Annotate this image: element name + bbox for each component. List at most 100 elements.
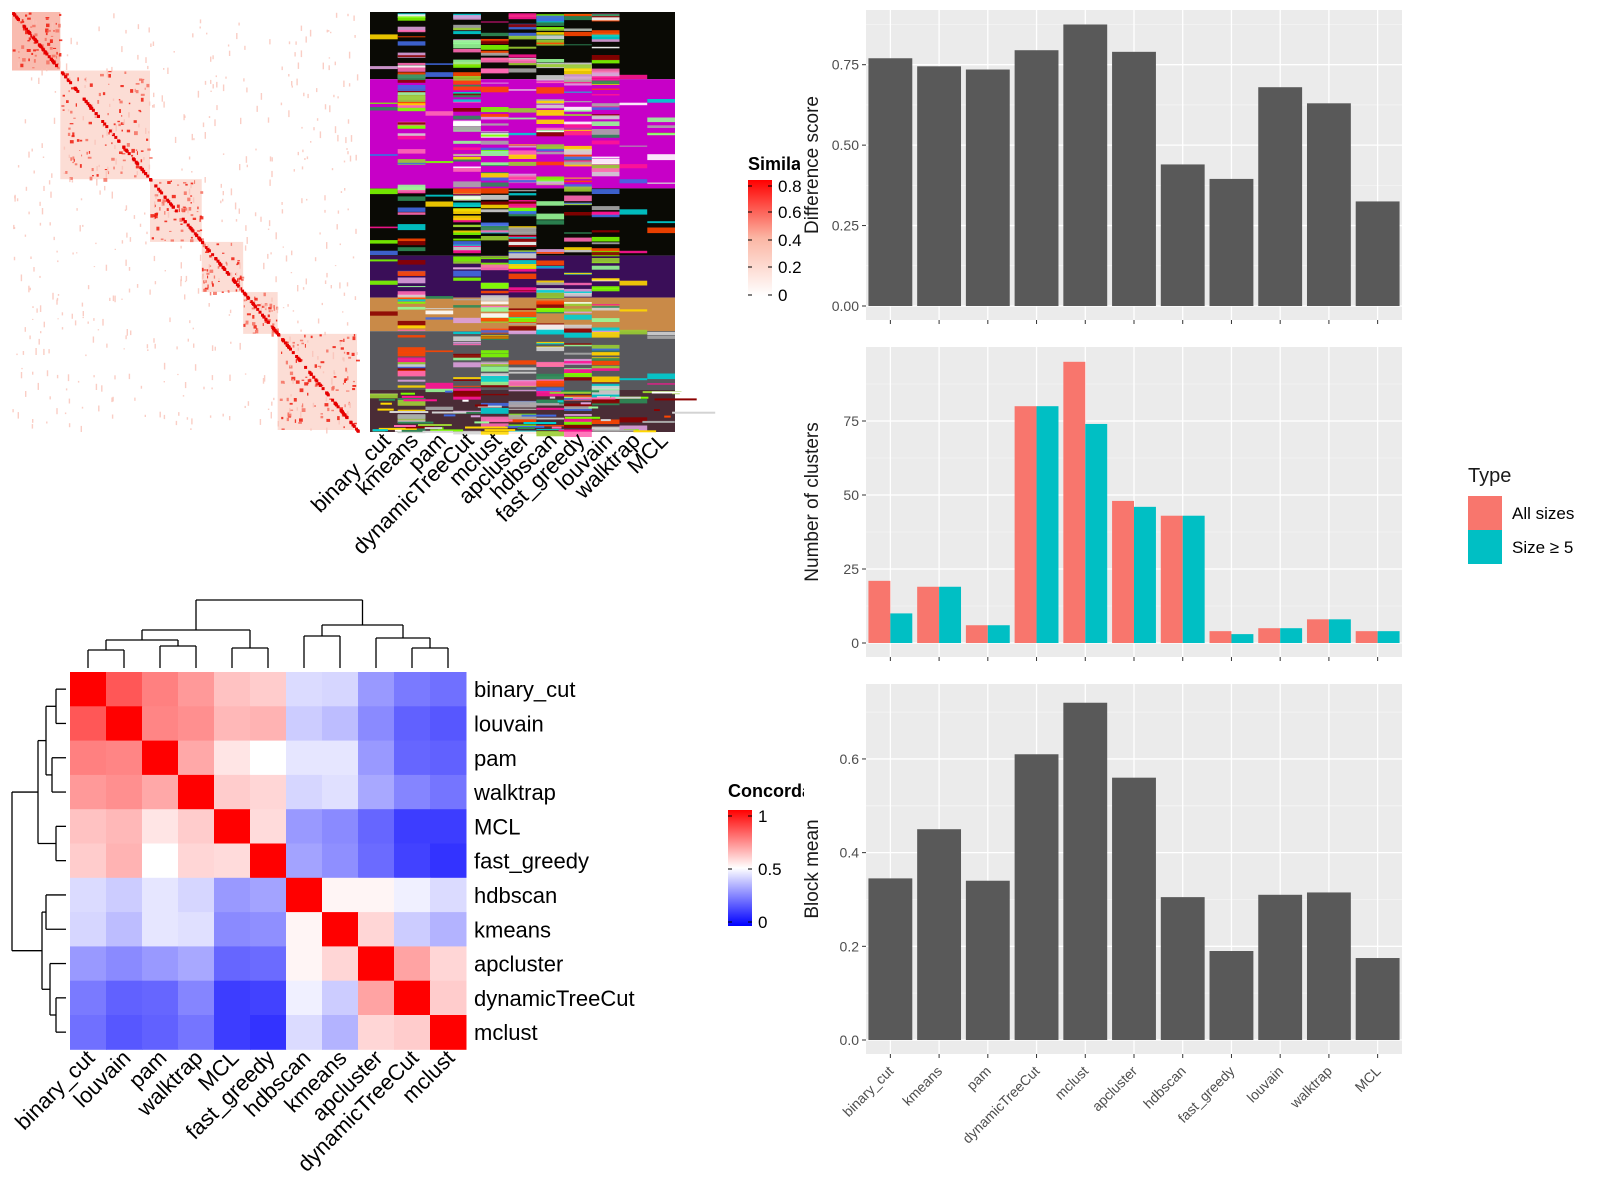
y-tick-label: 0.0 bbox=[840, 1032, 860, 1048]
concordance-cell bbox=[178, 740, 215, 776]
bar-size5 bbox=[1134, 506, 1156, 643]
concordance-cell bbox=[178, 774, 215, 810]
concordance-cell bbox=[70, 946, 107, 982]
concordance-cell bbox=[178, 877, 215, 913]
bar bbox=[1014, 50, 1059, 306]
concordance-row-label: dynamicTreeCut bbox=[474, 986, 635, 1011]
bar-size5 bbox=[1231, 634, 1254, 643]
concordance-cell bbox=[70, 809, 107, 844]
concordance-row-label: fast_greedy bbox=[474, 849, 589, 874]
concordance-cell bbox=[70, 740, 107, 776]
concordance-cell bbox=[430, 740, 467, 776]
bar-all-sizes bbox=[1258, 628, 1281, 643]
concordance-cell bbox=[250, 1015, 287, 1050]
concordance-cell bbox=[214, 774, 251, 810]
concordance-cell bbox=[214, 706, 251, 742]
concordance-cell bbox=[322, 740, 359, 776]
concordance-tick-label: 0 bbox=[758, 913, 767, 932]
concordance-cell bbox=[250, 912, 287, 947]
type-legend: Type All sizes Size ≥ 5 bbox=[1468, 465, 1574, 564]
concordance-cell bbox=[394, 1015, 431, 1050]
bar-all-sizes bbox=[1112, 500, 1134, 643]
concordance-cell bbox=[430, 672, 467, 707]
bar-size5 bbox=[890, 613, 913, 643]
concordance-cell bbox=[430, 912, 467, 947]
bar-all-sizes bbox=[1209, 631, 1232, 643]
concordance-cell bbox=[394, 706, 431, 742]
concordance-cell bbox=[106, 706, 143, 742]
concordance-cell bbox=[394, 809, 431, 844]
concordance-cell bbox=[214, 809, 251, 844]
bar bbox=[1209, 178, 1254, 306]
concordance-cell bbox=[250, 706, 287, 742]
concordance-cell bbox=[142, 980, 179, 1016]
bar-all-sizes bbox=[917, 586, 940, 643]
bar-all-sizes bbox=[1355, 631, 1378, 643]
similarity-legend-title: Similarity bbox=[748, 154, 829, 174]
concordance-cell bbox=[358, 809, 395, 844]
bar-size5 bbox=[1085, 423, 1108, 643]
bar bbox=[917, 829, 962, 1040]
concordance-cell bbox=[214, 1015, 251, 1050]
concordance-cell bbox=[358, 946, 395, 982]
concordance-row-label: pam bbox=[474, 746, 517, 771]
concordance-cell bbox=[286, 672, 323, 707]
y-tick-label: 0.6 bbox=[840, 751, 860, 767]
y-tick-label: 0.00 bbox=[832, 298, 859, 314]
block-mean-chart: 0.0 0.2 0.4 0.6 Block mean binary_cut kmeans pa… bbox=[802, 684, 1402, 1146]
concordance-cell bbox=[214, 740, 251, 776]
concordance-cell bbox=[142, 1015, 179, 1050]
concordance-cell bbox=[358, 740, 395, 776]
concordance-cell bbox=[394, 980, 431, 1016]
concordance-cell bbox=[106, 774, 143, 810]
bar bbox=[1014, 754, 1059, 1040]
concordance-legend: Concordance 1 0.5 0 bbox=[728, 781, 843, 932]
concordance-cell bbox=[286, 809, 323, 844]
concordance-cell bbox=[358, 980, 395, 1016]
bar bbox=[1258, 894, 1303, 1040]
concordance-cell bbox=[178, 1015, 215, 1050]
concordance-cell bbox=[250, 740, 287, 776]
similarity-tick-label: 0 bbox=[778, 286, 787, 305]
similarity-tick-label: 0.8 bbox=[778, 177, 802, 196]
concordance-cell bbox=[430, 774, 467, 810]
x-tick-label: kmeans bbox=[899, 1063, 945, 1109]
concordance-cell bbox=[322, 912, 359, 947]
concordance-cell bbox=[178, 809, 215, 844]
concordance-cell bbox=[106, 946, 143, 982]
bar bbox=[1306, 103, 1351, 306]
y-tick-label: 75 bbox=[843, 413, 859, 429]
concordance-cell bbox=[322, 706, 359, 742]
y-axis-label: Block mean bbox=[802, 819, 823, 918]
bar-size5 bbox=[1328, 619, 1351, 643]
concordance-cell bbox=[358, 877, 395, 913]
bar bbox=[1355, 958, 1400, 1040]
bar bbox=[1258, 87, 1303, 306]
concordance-cell bbox=[286, 946, 323, 982]
concordance-cell bbox=[142, 672, 179, 707]
concordance-cell bbox=[358, 706, 395, 742]
concordance-row-label: mclust bbox=[474, 1020, 538, 1045]
concordance-cell bbox=[250, 774, 287, 810]
bar bbox=[1063, 702, 1108, 1040]
concordance-cell bbox=[178, 946, 215, 982]
y-tick-label: 25 bbox=[843, 561, 859, 577]
concordance-color-bar bbox=[728, 810, 752, 926]
concordance-cell bbox=[430, 1015, 467, 1050]
bar bbox=[1355, 201, 1400, 306]
bar-size5 bbox=[1377, 631, 1400, 643]
concordance-cell bbox=[322, 877, 359, 913]
x-tick-label: binary_cut bbox=[839, 1063, 896, 1120]
concordance-cell bbox=[322, 774, 359, 810]
concordance-legend-title: Concordance bbox=[728, 781, 843, 801]
concordance-cell bbox=[106, 980, 143, 1016]
concordance-cell bbox=[322, 946, 359, 982]
concordance-cell bbox=[286, 706, 323, 742]
bar bbox=[1209, 951, 1254, 1040]
concordance-cell bbox=[286, 912, 323, 947]
bar-all-sizes bbox=[1063, 361, 1086, 643]
concordance-cell bbox=[286, 980, 323, 1016]
concordance-cell bbox=[286, 1015, 323, 1050]
concordance-cell bbox=[106, 843, 143, 879]
